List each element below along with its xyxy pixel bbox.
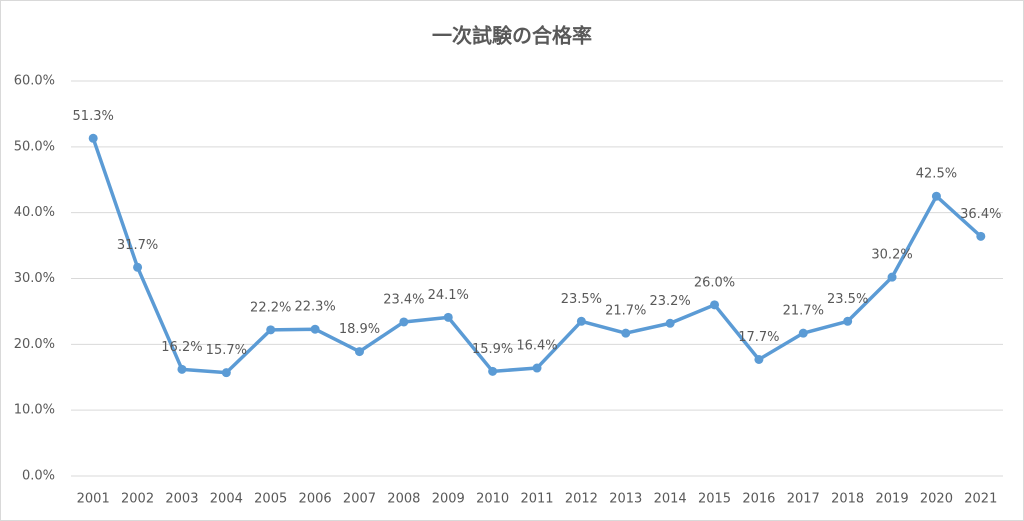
x-tick-label: 2005 bbox=[254, 492, 287, 507]
data-point bbox=[843, 316, 853, 326]
chart-title: 一次試験の合格率 bbox=[432, 24, 592, 48]
data-label: 51.3% bbox=[73, 109, 114, 124]
data-point bbox=[710, 300, 720, 310]
data-label: 21.7% bbox=[783, 304, 824, 319]
y-tick-label: 40.0% bbox=[14, 205, 55, 220]
x-tick-label: 2020 bbox=[920, 492, 953, 507]
data-label: 23.5% bbox=[561, 292, 602, 307]
data-point bbox=[133, 262, 143, 272]
x-tick-label: 2021 bbox=[964, 492, 997, 507]
x-tick-label: 2012 bbox=[565, 492, 598, 507]
data-label: 23.4% bbox=[383, 292, 424, 307]
y-tick-label: 50.0% bbox=[14, 139, 55, 154]
x-tick-label: 2013 bbox=[609, 492, 642, 507]
x-tick-label: 2014 bbox=[654, 492, 687, 507]
x-tick-label: 2018 bbox=[831, 492, 864, 507]
data-point bbox=[976, 231, 986, 241]
x-tick-label: 2008 bbox=[387, 492, 420, 507]
x-tick-label: 2015 bbox=[698, 492, 731, 507]
data-point bbox=[177, 364, 187, 374]
x-tick-label: 2017 bbox=[787, 492, 820, 507]
data-label: 24.1% bbox=[428, 288, 469, 303]
data-point bbox=[754, 354, 764, 364]
data-label: 17.7% bbox=[738, 330, 779, 345]
data-point bbox=[399, 317, 409, 327]
data-point bbox=[443, 312, 453, 322]
data-point bbox=[931, 191, 941, 201]
y-tick-label: 0.0% bbox=[22, 469, 55, 484]
y-tick-label: 60.0% bbox=[14, 74, 55, 89]
data-label: 26.0% bbox=[694, 275, 735, 290]
data-point bbox=[488, 366, 498, 376]
data-label: 15.7% bbox=[206, 343, 247, 358]
data-label: 16.2% bbox=[161, 340, 202, 355]
x-tick-label: 2006 bbox=[299, 492, 332, 507]
data-point bbox=[88, 133, 98, 143]
x-tick-label: 2004 bbox=[210, 492, 243, 507]
y-tick-label: 30.0% bbox=[14, 271, 55, 286]
data-label: 23.2% bbox=[649, 294, 690, 309]
x-tick-label: 2007 bbox=[343, 492, 376, 507]
data-label: 42.5% bbox=[916, 167, 957, 182]
y-tick-label: 10.0% bbox=[14, 403, 55, 418]
y-tick-label: 20.0% bbox=[14, 337, 55, 352]
data-point bbox=[665, 318, 675, 328]
data-point bbox=[576, 316, 586, 326]
x-tick-label: 2009 bbox=[432, 492, 465, 507]
x-tick-label: 2002 bbox=[121, 492, 154, 507]
x-tick-label: 2003 bbox=[165, 492, 198, 507]
x-tick-label: 2011 bbox=[520, 492, 553, 507]
data-label: 21.7% bbox=[605, 304, 646, 319]
x-tick-label: 2010 bbox=[476, 492, 509, 507]
data-point bbox=[354, 347, 364, 357]
data-label: 15.9% bbox=[472, 342, 513, 357]
data-label: 30.2% bbox=[871, 248, 912, 263]
data-label: 31.7% bbox=[117, 238, 158, 253]
data-label: 18.9% bbox=[339, 322, 380, 337]
data-label: 36.4% bbox=[960, 207, 1001, 222]
data-point bbox=[798, 328, 808, 338]
x-tick-label: 2019 bbox=[876, 492, 909, 507]
x-tick-label: 2016 bbox=[742, 492, 775, 507]
data-point bbox=[887, 272, 897, 282]
data-point bbox=[621, 328, 631, 338]
data-point bbox=[310, 324, 320, 334]
x-tick-label: 2001 bbox=[77, 492, 110, 507]
data-label: 22.2% bbox=[250, 300, 291, 315]
data-label: 16.4% bbox=[516, 339, 557, 354]
data-point bbox=[532, 363, 542, 373]
data-point bbox=[266, 325, 276, 335]
data-label: 23.5% bbox=[827, 292, 868, 307]
data-label: 22.3% bbox=[294, 300, 335, 315]
data-point bbox=[221, 368, 231, 378]
